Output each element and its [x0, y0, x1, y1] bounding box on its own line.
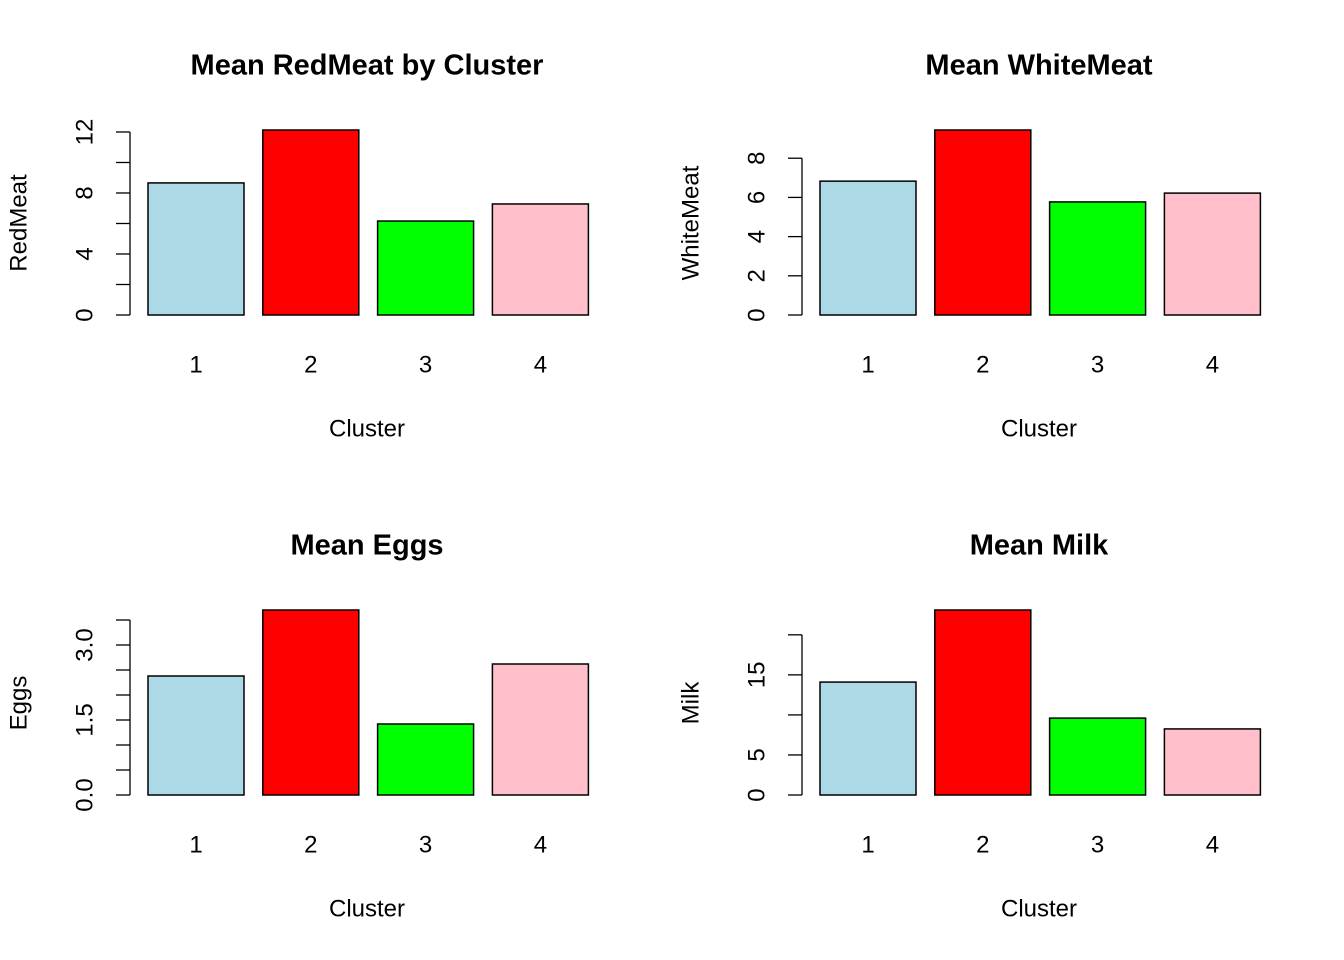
x-axis-label: Cluster: [329, 415, 405, 442]
y-tick-label: 4: [743, 230, 770, 243]
x-tick-label: 1: [861, 351, 874, 378]
bar: [1163, 728, 1262, 796]
bar: [147, 675, 245, 796]
y-tick-label: 12: [71, 119, 98, 146]
bar: [262, 609, 360, 796]
bar: [1048, 201, 1147, 316]
y-tick-label: 1.5: [71, 703, 98, 736]
x-tick-label: 4: [1206, 831, 1219, 858]
x-tick-label: 3: [419, 831, 432, 858]
y-tick-label: 5: [743, 748, 770, 761]
chart-title: Mean Milk: [970, 530, 1109, 562]
x-tick-label: 1: [861, 831, 874, 858]
bar: [376, 220, 475, 316]
y-tick-label: 0.0: [71, 778, 98, 811]
chart-title: Mean Eggs: [290, 530, 443, 562]
y-axis-label: WhiteMeat: [677, 165, 704, 280]
bar: [262, 129, 360, 316]
bar: [934, 609, 1032, 796]
y-tick-label: 6: [743, 191, 770, 204]
bar: [376, 723, 475, 796]
panel: Mean WhiteMeat Cluster WhiteMeat 0 2 4 6 8 1 2 3 4: [677, 50, 1262, 442]
x-tick-label: 1: [189, 351, 202, 378]
chart-title: Mean RedMeat by Cluster: [191, 50, 544, 82]
y-tick-label: 4: [71, 247, 98, 260]
x-tick-label: 3: [419, 351, 432, 378]
x-tick-label: 2: [304, 831, 317, 858]
x-axis-label: Cluster: [1001, 895, 1077, 922]
bar: [819, 681, 917, 796]
x-tick-label: 2: [976, 831, 989, 858]
x-axis-label: Cluster: [329, 895, 405, 922]
x-tick-label: 3: [1091, 351, 1104, 378]
panel: Mean RedMeat by Cluster Cluster RedMeat 0 4 8…: [5, 50, 590, 442]
panel: Mean Eggs Cluster Eggs 0.0 1.5 3.0 1 2 3 4: [5, 530, 590, 922]
bar: [491, 663, 590, 796]
bar: [934, 129, 1032, 316]
x-tick-label: 3: [1091, 831, 1104, 858]
y-tick-label: 0: [743, 308, 770, 321]
bar: [1163, 192, 1262, 316]
y-axis-label: Eggs: [5, 676, 32, 731]
y-tick-label: 0: [743, 788, 770, 801]
chart-title: Mean WhiteMeat: [925, 50, 1153, 82]
y-tick-label: 3.0: [71, 628, 98, 661]
x-tick-label: 4: [1206, 351, 1219, 378]
x-tick-label: 4: [534, 831, 547, 858]
y-axis-label: Milk: [677, 681, 704, 725]
x-tick-label: 1: [189, 831, 202, 858]
bar: [491, 203, 590, 316]
panel: Mean Milk Cluster Milk 0 5 15 1 2 3 4: [677, 530, 1262, 922]
bar: [1048, 717, 1147, 796]
y-tick-label: 8: [71, 186, 98, 199]
y-tick-label: 15: [743, 662, 770, 689]
x-tick-label: 2: [304, 351, 317, 378]
y-tick-label: 0: [71, 308, 98, 321]
x-axis-label: Cluster: [1001, 415, 1077, 442]
bar: [147, 182, 245, 316]
y-tick-label: 8: [743, 152, 770, 165]
x-tick-label: 4: [534, 351, 547, 378]
y-axis-label: RedMeat: [5, 174, 32, 272]
x-tick-label: 2: [976, 351, 989, 378]
y-tick-label: 2: [743, 269, 770, 282]
bar: [819, 180, 917, 316]
